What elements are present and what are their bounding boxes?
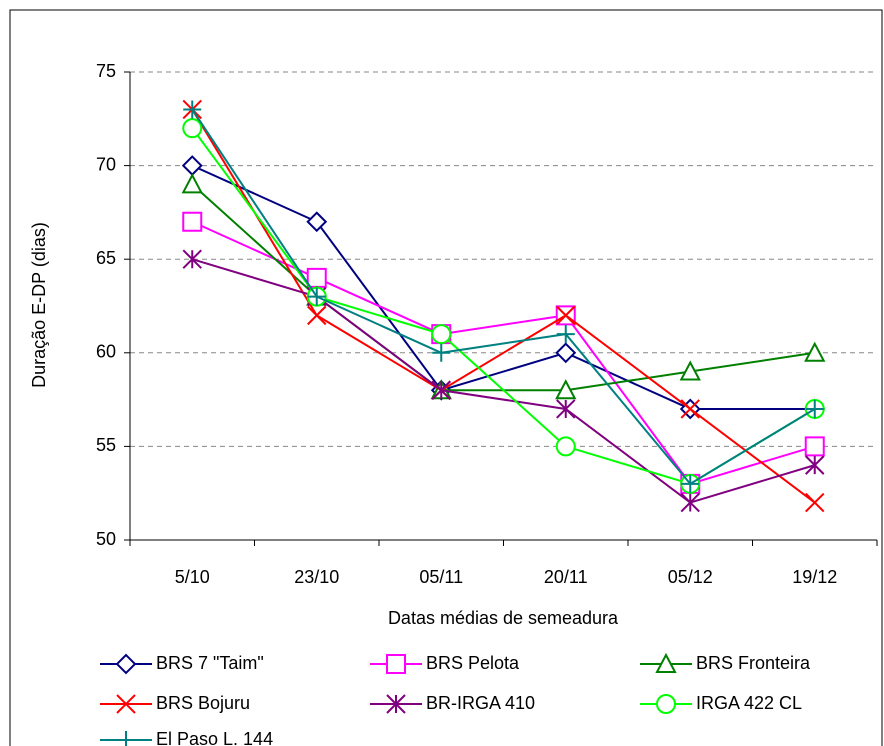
marker xyxy=(680,492,700,513)
marker xyxy=(116,694,136,714)
x-tick-label: 05/12 xyxy=(668,567,713,587)
x-axis-label: Datas médias de semeadura xyxy=(388,608,619,628)
x-tick-label: 20/11 xyxy=(544,567,588,587)
marker xyxy=(805,492,825,513)
x-tick-label: 19/12 xyxy=(792,567,837,587)
series-line xyxy=(191,258,816,504)
marker xyxy=(681,474,700,493)
marker xyxy=(306,267,327,288)
marker xyxy=(307,305,327,326)
legend-label: El Paso L. 144 xyxy=(156,729,273,746)
y-tick-label: 55 xyxy=(96,435,116,455)
y-tick-label: 75 xyxy=(96,61,116,81)
marker xyxy=(555,342,577,364)
x-tick-label: 23/10 xyxy=(294,567,339,587)
series-line xyxy=(191,108,816,504)
series-line xyxy=(191,127,816,485)
marker xyxy=(805,455,825,475)
marker xyxy=(804,341,826,362)
marker xyxy=(556,399,576,419)
series-line xyxy=(191,164,815,410)
chart-border xyxy=(9,9,883,746)
marker xyxy=(181,155,203,177)
legend-label: BR-IRGA 410 xyxy=(426,693,535,713)
legend-label: BRS Fronteira xyxy=(696,653,811,673)
legend-label: BRS Bojuru xyxy=(156,693,250,713)
y-axis-label: Duração E-DP (dias) xyxy=(29,222,49,388)
marker xyxy=(307,287,326,306)
legend-label: BRS 7 "Taim" xyxy=(156,653,264,673)
y-tick-label: 50 xyxy=(96,529,116,549)
marker xyxy=(805,399,824,418)
legend-label: IRGA 422 CL xyxy=(696,693,802,713)
y-tick-label: 70 xyxy=(96,154,116,174)
x-tick-label: 5/10 xyxy=(175,567,210,587)
marker xyxy=(115,653,137,675)
marker xyxy=(656,694,676,714)
marker xyxy=(680,399,700,419)
y-tick-label: 65 xyxy=(96,248,116,268)
y-tick-label: 60 xyxy=(96,342,116,362)
marker xyxy=(804,436,825,457)
marker xyxy=(555,379,577,400)
marker xyxy=(181,173,203,194)
marker xyxy=(182,118,203,139)
marker xyxy=(679,360,701,381)
marker xyxy=(431,324,452,345)
legend-label: BRS Pelota xyxy=(426,653,520,673)
series-line xyxy=(191,108,816,486)
marker xyxy=(183,100,202,119)
marker xyxy=(386,694,406,714)
x-tick-label: 05/11 xyxy=(419,567,463,587)
marker xyxy=(556,325,575,344)
marker xyxy=(306,211,328,233)
marker xyxy=(432,343,451,362)
marker xyxy=(556,305,576,326)
marker xyxy=(555,436,576,457)
marker xyxy=(431,380,451,400)
marker xyxy=(182,249,202,269)
marker xyxy=(655,652,677,673)
marker xyxy=(386,654,406,674)
marker xyxy=(117,731,135,746)
marker xyxy=(182,211,203,232)
